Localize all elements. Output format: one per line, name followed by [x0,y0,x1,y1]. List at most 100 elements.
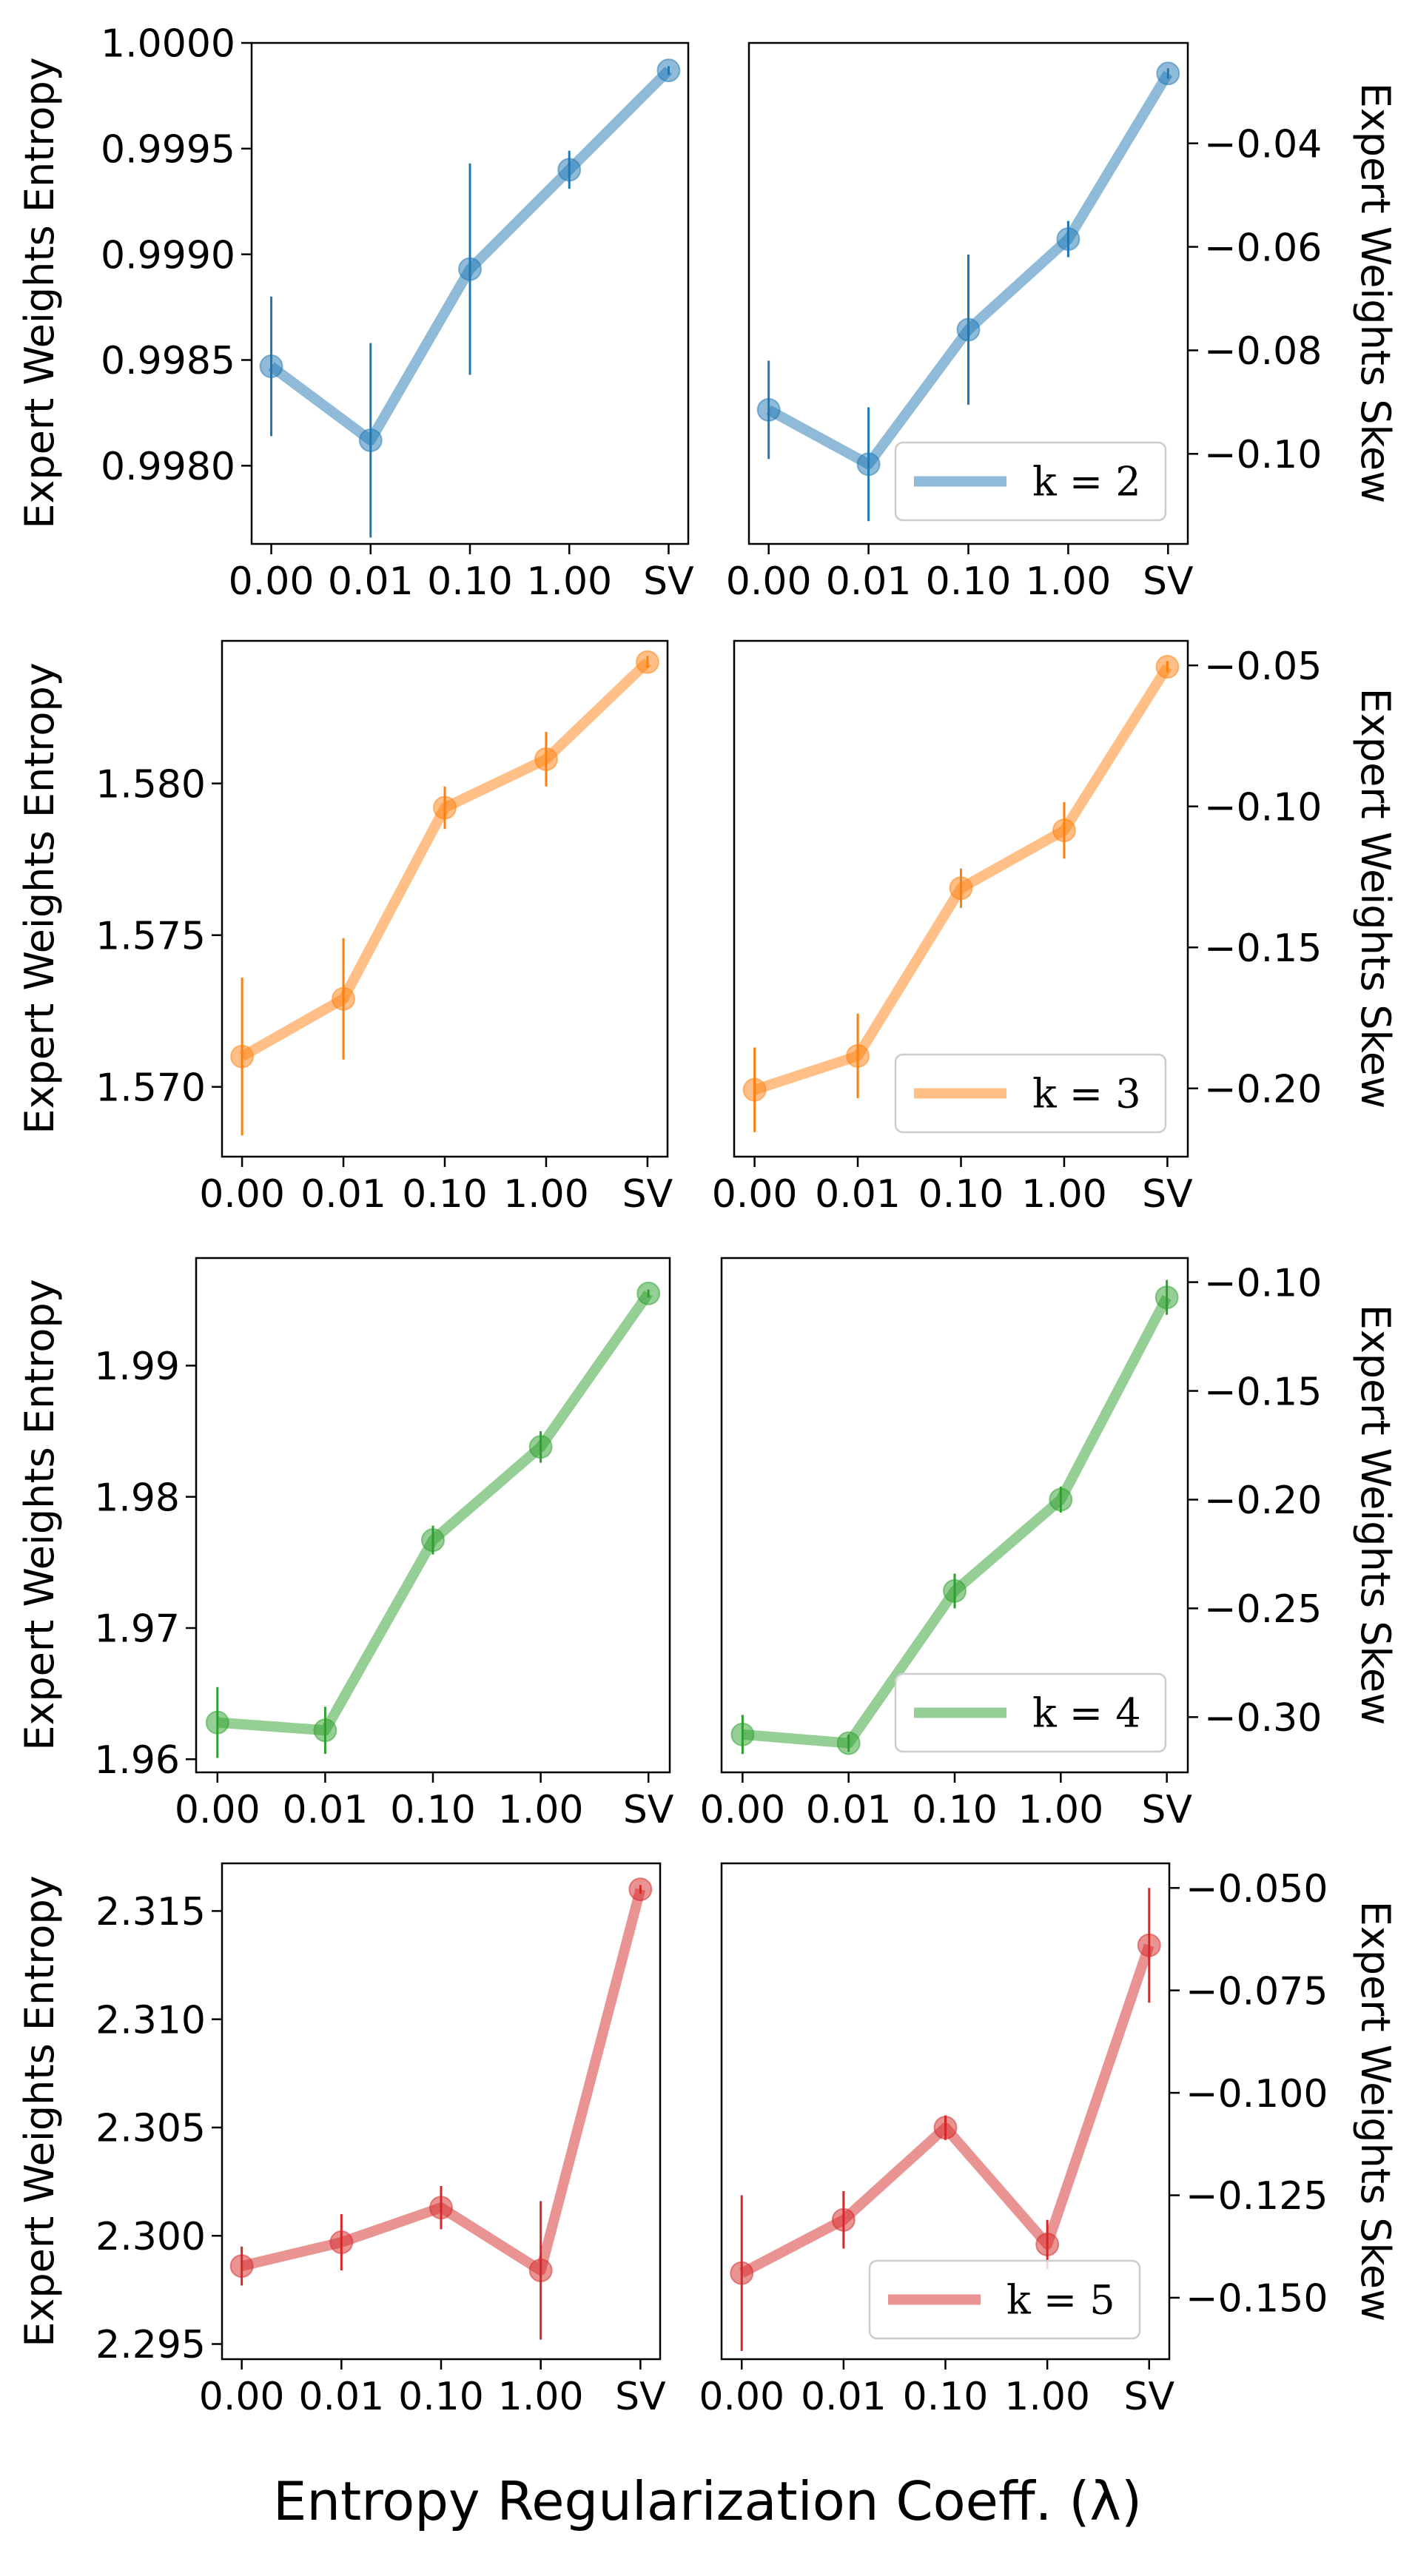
k3-entropy-axes-frame [221,639,669,1158]
k4-skew-panel: 0.00 0.01 0.10 1.00 SV −0.30 −0.25 −0.20 −0.15 −0… [699,1257,1399,1832]
k5-skew-xtick-label: 1.00 [1004,2375,1090,2419]
k3-skew-ylabel: Expert Weights Skew [1352,688,1399,1109]
k3-skew-xtick-label: 1.00 [1021,1172,1107,1217]
k4-skew-xtick-label: 1.00 [1018,1788,1103,1832]
k2-entropy-data-point [358,428,383,453]
k5-skew-ytick-label: −0.150 [1186,2277,1328,2321]
k5-skew-ytick-label: −0.050 [1186,1867,1328,1911]
k3-entropy-xtick-label: SV [622,1172,673,1217]
k2-skew-legend: k = 2 [894,441,1167,522]
k5-skew-ytick-label: −0.075 [1186,1969,1328,2014]
k5-skew-xtick-label: 0.10 [903,2375,989,2419]
k5-skew-legend-box [868,2259,1141,2340]
k2-skew-xtick-label: 0.10 [926,559,1012,604]
k3-skew-legend-label: k = 3 [1032,1071,1141,1117]
k2-skew-data-point [856,452,881,477]
k5-skew-series-line [739,1943,1154,2278]
k2-skew-xtick-label: 0.01 [826,559,912,604]
k5-entropy-panel: 0.00 0.01 0.10 1.00 SV 2.295 2.300 2.305 2.310 2.… [16,1862,666,2419]
panels-group: 0.00 0.01 0.10 1.00 SV 0.9980 0.9985 0.9990 0.99… [16,22,1399,2419]
k3-entropy-xtick-label: 0.10 [402,1172,488,1217]
k4-entropy-data-point [421,1528,445,1553]
k5-entropy-data-point [329,2230,354,2255]
k2-skew-data-point [1156,61,1180,86]
k4-skew-xtick-label: 0.01 [806,1788,892,1832]
k5-skew-data-point [831,2207,856,2232]
k4-skew-ytick-label: −0.10 [1204,1261,1322,1305]
k2-skew-ytick-label: −0.08 [1204,329,1322,374]
k2-skew-ylabel: Expert Weights Skew [1352,83,1399,504]
k2-entropy-xtick-label: 1.00 [526,559,612,604]
k5-skew-xtick-label: SV [1123,2375,1174,2419]
k5-skew-xtick-label: 0.00 [699,2375,784,2419]
k4-entropy-xtick-label: 0.01 [283,1788,369,1832]
k4-skew-ytick-label: −0.25 [1204,1587,1322,1632]
k2-skew-legend-label: k = 2 [1032,459,1141,505]
k2-skew-xtick-label: SV [1143,559,1194,604]
k4-skew-xtick-label: SV [1141,1788,1192,1832]
k2-skew-ytick-label: −0.04 [1204,122,1322,167]
k4-skew-ylabel: Expert Weights Skew [1352,1305,1399,1726]
k3-skew-xtick-label: 0.00 [712,1172,798,1217]
k5-skew-xtick-label: 0.01 [801,2375,887,2419]
k4-entropy-ytick-label: 1.97 [94,1607,180,1652]
k5-skew-ytick-label: −0.125 [1186,2174,1328,2219]
k3-skew-xtick-label: 0.10 [918,1172,1004,1217]
k4-entropy-axes-frame [195,1257,671,1774]
k4-skew-legend: k = 4 [894,1672,1167,1753]
k5-skew-data-point [933,2116,958,2140]
k4-skew-data-point [1154,1285,1179,1310]
k5-entropy-axes-frame [221,1862,662,2361]
k2-entropy-ytick-label: 0.9990 [101,233,235,278]
k3-entropy-data-point [433,796,457,820]
k5-entropy-xtick-label: 0.10 [398,2375,484,2419]
k2-entropy-data-point [259,354,283,379]
k5-entropy-data-point [628,1877,653,1902]
k3-skew-data-point [742,1077,767,1102]
k5-skew-panel: 0.00 0.01 0.10 1.00 SV −0.150 −0.125 −0.100 −0.0… [699,1862,1399,2419]
k2-entropy-data-point [557,158,582,182]
k3-entropy-ytick-label: 1.580 [95,762,206,807]
k5-entropy-xtick-label: 1.00 [498,2375,584,2419]
k3-skew-data-point [846,1043,870,1068]
k3-skew-data-point [949,876,973,901]
k3-entropy-series-line [239,658,651,1061]
k2-skew-data-point [956,317,981,342]
k5-skew-ylabel: Expert Weights Skew [1352,1901,1399,2322]
k5-skew-data-point [1035,2232,1060,2256]
k4-skew-ytick-label: −0.15 [1204,1370,1322,1414]
k5-skew-data-point [1137,1933,1161,1957]
k2-entropy-xtick-label: 0.01 [328,559,414,604]
k3-skew-legend-box [894,1053,1167,1134]
k5-entropy-xtick-label: 0.00 [199,2375,285,2419]
k2-entropy-data-point [458,257,482,281]
k5-entropy-ytick-label: 2.300 [95,2215,206,2259]
k4-entropy-ytick-label: 1.96 [94,1738,180,1783]
k4-entropy-xtick-label: 0.00 [175,1788,261,1832]
k3-skew-xtick-label: 0.01 [815,1172,901,1217]
k3-entropy-xtick-label: 0.01 [300,1172,386,1217]
k5-entropy-xtick-label: SV [615,2375,666,2419]
k2-skew-ytick-label: −0.06 [1204,226,1322,270]
k5-entropy-data-point [429,2196,453,2220]
k2-skew-xtick-label: 0.00 [726,559,812,604]
k5-skew-legend: k = 5 [868,2259,1141,2340]
k3-entropy-data-point [332,986,356,1011]
k4-skew-data-point [943,1578,967,1603]
k2-entropy-xtick-label: 0.10 [427,559,513,604]
k4-entropy-data-point [528,1435,553,1459]
k2-entropy-data-point [656,58,681,83]
k2-skew-ytick-label: −0.10 [1204,433,1322,477]
k5-entropy-data-point [528,2259,553,2283]
k3-entropy-ylabel: Expert Weights Entropy [16,662,63,1134]
k4-skew-data-point [836,1731,861,1755]
k3-entropy-ytick-label: 1.570 [95,1066,206,1110]
k4-entropy-xtick-label: 1.00 [498,1788,584,1832]
k2-skew-panel: 0.00 0.01 0.10 1.00 SV −0.10 −0.08 −0.06 −0.04 Ex… [726,41,1399,604]
k3-entropy-panel: 0.00 0.01 0.10 1.00 SV 1.570 1.575 1.580 Expert … [16,639,673,1217]
k2-entropy-ytick-label: 0.9980 [101,445,235,489]
k4-skew-data-point [730,1722,755,1746]
k4-skew-ytick-label: −0.20 [1204,1479,1322,1523]
k3-entropy-data-point [230,1044,255,1069]
